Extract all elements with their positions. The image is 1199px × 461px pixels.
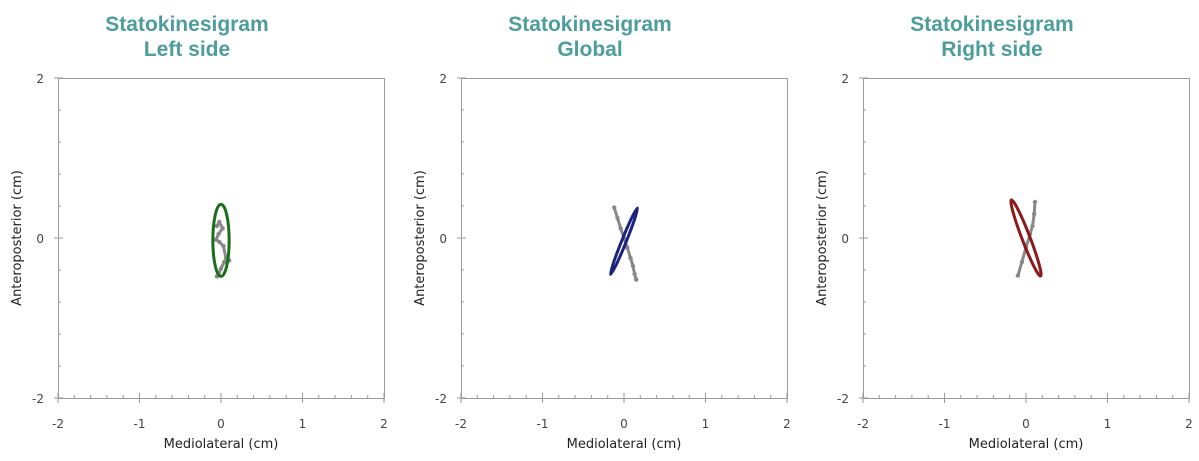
x-axis-label: Mediolateral (cm)	[567, 437, 682, 452]
chart-title-line-2: Global	[557, 38, 622, 61]
y-tick-label: 2	[439, 72, 447, 86]
sway-point	[217, 239, 222, 245]
sway-point	[1032, 199, 1038, 205]
sway-point	[618, 226, 623, 231]
sway-point	[630, 263, 636, 269]
y-axis-label: Anteroposterior (cm)	[413, 170, 428, 306]
y-tick-label: 2	[841, 72, 849, 86]
x-tick-label: -2	[52, 417, 64, 431]
sway-point	[221, 243, 226, 249]
x-tick-label: -2	[857, 417, 869, 431]
x-axis-label: Mediolateral (cm)	[969, 437, 1084, 452]
sway-point	[632, 271, 637, 277]
sway-point	[1031, 211, 1037, 217]
x-tick-label: 0	[1022, 417, 1030, 431]
y-tick-label: -2	[435, 392, 447, 406]
chart-title-line-1: Statokinesigram	[105, 13, 268, 36]
x-tick-label: 1	[702, 417, 710, 431]
plot-area-frame	[863, 78, 1190, 399]
sway-point	[615, 215, 620, 221]
y-tick-label: 0	[439, 232, 447, 246]
y-tick-label: -2	[837, 392, 849, 406]
sway-point	[218, 266, 224, 271]
sway-point	[1030, 223, 1035, 229]
y-tick-label: 2	[36, 72, 44, 86]
x-tick-label: 0	[620, 417, 628, 431]
sway-point	[216, 231, 221, 237]
x-tick-label: 2	[1185, 417, 1193, 431]
sway-point	[628, 255, 633, 261]
sway-point	[1019, 259, 1025, 265]
sway-point	[217, 219, 222, 225]
sway-point	[213, 237, 219, 242]
sway-point	[214, 223, 220, 229]
sway-point	[222, 259, 227, 265]
x-tick-label: 1	[299, 417, 307, 431]
confidence-ellipse	[211, 202, 231, 278]
x-tick-label: 2	[783, 417, 791, 431]
x-tick-label: -2	[455, 417, 467, 431]
x-tick-label: 1	[1104, 417, 1112, 431]
x-tick-label: 0	[217, 417, 225, 431]
x-tick-label: -1	[939, 417, 951, 431]
confidence-ellipse	[1009, 198, 1043, 278]
sway-point	[634, 277, 639, 282]
x-tick-label: 2	[380, 417, 388, 431]
sway-point	[1015, 273, 1021, 278]
y-axis-label: Anteroposterior (cm)	[815, 170, 830, 306]
x-tick-label: -1	[537, 417, 549, 431]
y-tick-label: 0	[36, 232, 44, 246]
sway-point	[220, 226, 225, 231]
chart-title-line-2: Right side	[941, 38, 1043, 61]
chart-title-line-1: Statokinesigram	[508, 13, 671, 36]
plot-area-frame	[58, 78, 385, 399]
confidence-ellipse	[608, 206, 640, 276]
x-axis-label: Mediolateral (cm)	[164, 437, 279, 452]
y-tick-label: 0	[841, 232, 849, 246]
chart-title-line-1: Statokinesigram	[910, 13, 1073, 36]
sway-point	[625, 245, 630, 250]
x-tick-label: -1	[134, 417, 146, 431]
chart-title-line-2: Left side	[144, 38, 230, 61]
y-tick-label: -2	[32, 392, 44, 406]
sway-point	[612, 205, 617, 210]
y-axis-label: Anteroposterior (cm)	[10, 170, 25, 306]
